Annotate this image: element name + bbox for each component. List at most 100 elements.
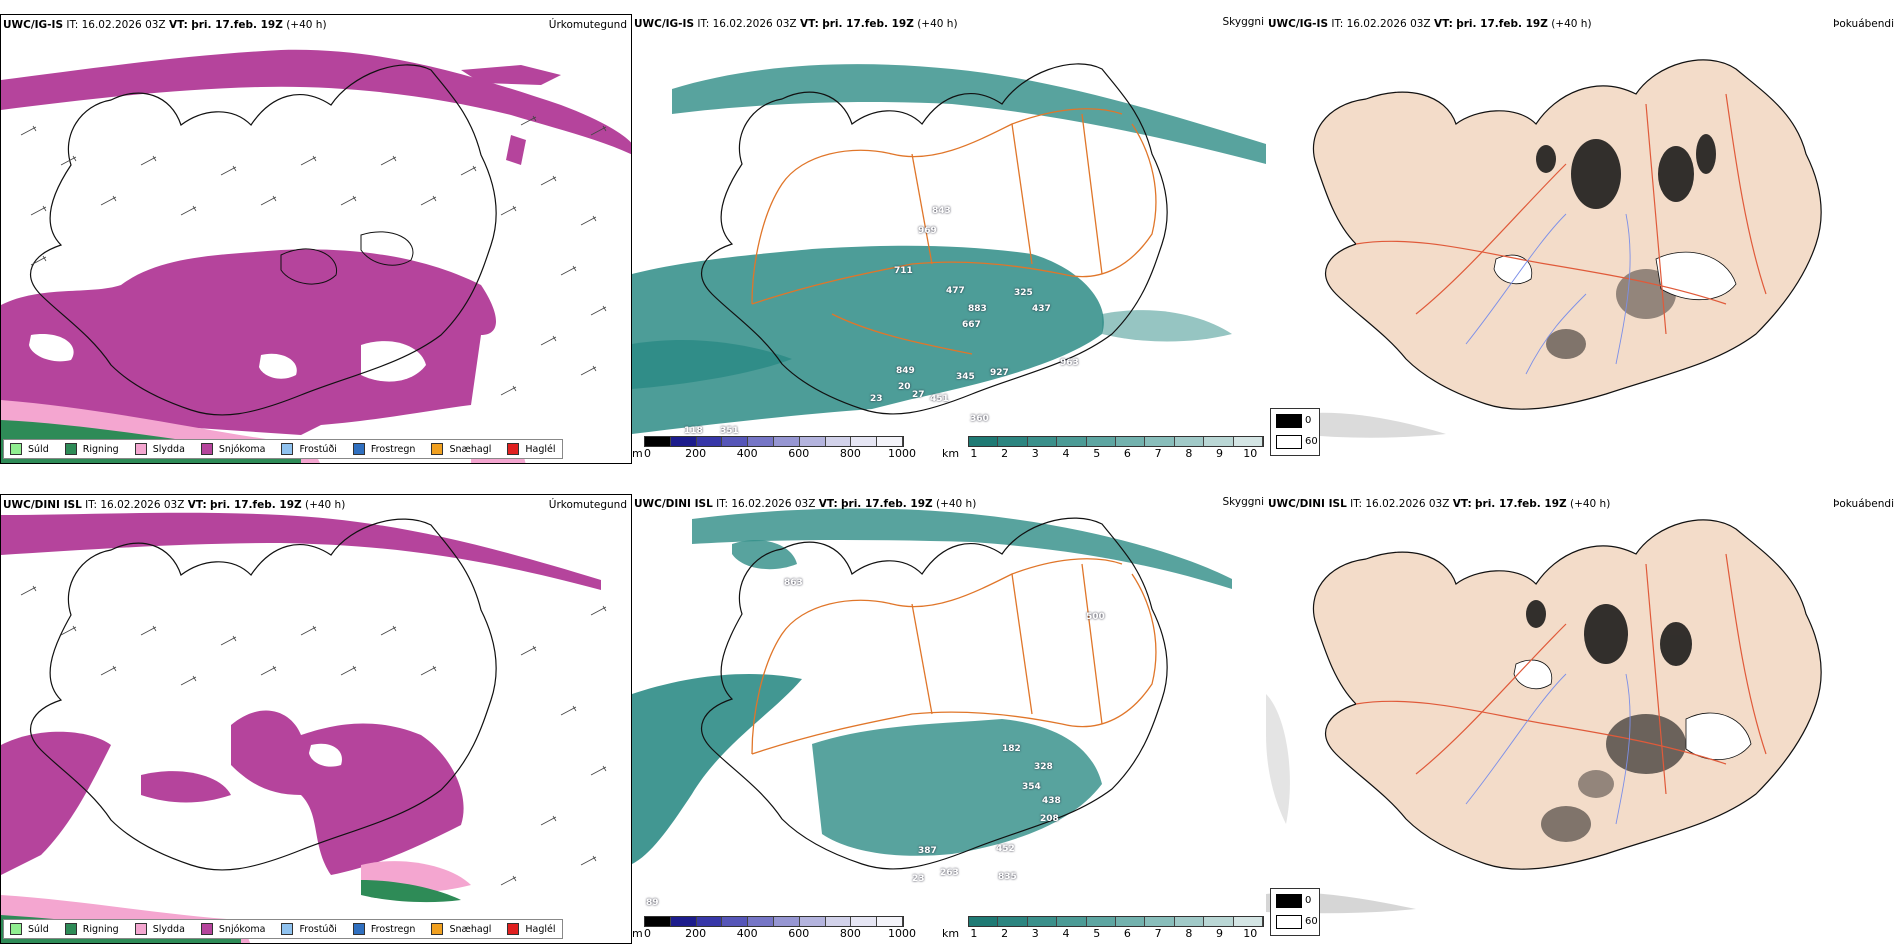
- legend-label: Súld: [28, 443, 49, 455]
- scale-tick-label: 2: [1001, 927, 1009, 940]
- scale-segment: [877, 437, 903, 446]
- cloudbase-scale: 0 200 400 600 800 1000 m: [632, 436, 932, 460]
- legend-swatch: [64, 923, 77, 935]
- scale-segment: [1027, 437, 1058, 446]
- visibility-scale: 1 2 3 4 5 6 7 8 9 10 km: [942, 436, 1266, 460]
- scale-tick-label: 8: [1185, 927, 1193, 940]
- snow-area-south: [1, 249, 496, 435]
- precip-legend: Súld Rigning Slydda Snjókoma Frostúði Frostre…: [3, 439, 563, 459]
- precip-legend-item: Frostregn: [352, 443, 416, 455]
- cloudbase-label: 23: [912, 874, 925, 884]
- legend-label: Súld: [28, 923, 49, 935]
- legend-label: Frostregn: [370, 443, 416, 455]
- visibility-map: [632, 508, 1232, 870]
- fog-roads: [1355, 553, 1767, 795]
- scale-segment: [969, 917, 999, 926]
- precip-legend-item: Snæhagl: [431, 923, 491, 935]
- scale-segment: [1086, 917, 1117, 926]
- scale-tick-label: 200: [685, 447, 707, 460]
- legend-swatch: [507, 443, 520, 455]
- scale-tick-label: 6: [1123, 927, 1131, 940]
- fog-legend-dark-swatch: [1276, 414, 1302, 428]
- legend-label: Snjókoma: [218, 443, 266, 455]
- scale-tick-label: 3: [1031, 927, 1039, 940]
- cloudbase-label: 20: [898, 382, 911, 392]
- fog-legend-light-swatch: [1276, 915, 1302, 929]
- scale-tick-label: 6: [1123, 447, 1131, 460]
- scale-tick-label: 200: [685, 927, 707, 940]
- scale-segment: [696, 917, 723, 926]
- cloudbase-label: 863: [784, 578, 803, 588]
- scale-segment: [1174, 437, 1205, 446]
- scale-tick-label: 5: [1093, 927, 1101, 940]
- scale-segment: [799, 437, 826, 446]
- scale-segment: [748, 917, 774, 926]
- fog-smear-w: [1266, 694, 1290, 824]
- scale-segment: [998, 917, 1028, 926]
- scale-tick-label: 7: [1154, 447, 1162, 460]
- scale-segment: [722, 437, 749, 446]
- legend-swatch: [507, 923, 520, 935]
- scale-segment: [773, 437, 800, 446]
- cloudbase-label: 351: [720, 426, 739, 436]
- cloudbase-label: 927: [990, 368, 1009, 378]
- scale-tick-label: 0: [644, 447, 651, 460]
- scale-tick-label: 10: [1243, 447, 1258, 460]
- scale-segment: [877, 917, 903, 926]
- fog-legend: 0 60: [1270, 408, 1320, 456]
- panel-title: UWC/IG-IS IT: 16.02.2026 03Z VT: þri. 17…: [3, 19, 327, 31]
- wind-barbs: [20, 115, 607, 396]
- cloudbase-label: 849: [896, 366, 915, 376]
- road-network: [751, 108, 1157, 355]
- visibility-map: [632, 63, 1266, 434]
- vis-band-south: [812, 719, 1102, 856]
- cloudbase-label: 667: [962, 320, 981, 330]
- rain-east: [361, 880, 461, 903]
- legend-label: Rigning: [82, 923, 119, 935]
- legend-label: Frostregn: [370, 923, 416, 935]
- precip-map: [1, 512, 607, 943]
- scale-tick-label: 7: [1154, 927, 1162, 940]
- snow-area-south: [141, 771, 231, 803]
- precip-legend-item: Frostúði: [281, 443, 337, 455]
- cloudbase-label: 325: [1014, 288, 1033, 298]
- cloudbase-label: 345: [956, 372, 975, 382]
- glacier-outline-2: [360, 231, 414, 266]
- legend-swatch: [431, 443, 444, 455]
- vis-band-north: [672, 64, 1266, 164]
- scale-segment: [969, 437, 999, 446]
- scale-segment: [851, 437, 878, 446]
- scale-segment: [670, 437, 697, 446]
- scale-segment: [1145, 917, 1175, 926]
- legend-label: Frostúði: [299, 923, 337, 935]
- scale-segment: [825, 437, 852, 446]
- road-network: [751, 558, 1157, 755]
- visibility-panel-label: Skyggni: [1222, 496, 1265, 508]
- scale-segment: [722, 917, 749, 926]
- white-hole-2: [259, 353, 297, 379]
- legend-label: Snæhagl: [449, 923, 492, 935]
- snow-area-central: [231, 710, 464, 875]
- legend-swatch: [10, 923, 22, 935]
- precip-legend-item: Frostúði: [281, 923, 337, 935]
- scale-segment: [1116, 917, 1146, 926]
- fog-panel-row2: UWC/DINI ISL IT: 16.02.2026 03Z VT: þri.…: [1266, 494, 1900, 944]
- snow-area-west: [1, 731, 111, 875]
- scale-segment: [1027, 917, 1058, 926]
- scale-tick-label: 600: [788, 927, 810, 940]
- scale-segment: [670, 917, 697, 926]
- scale-tick-label: 9: [1216, 927, 1224, 940]
- precip-legend-item: Slydda: [134, 923, 185, 935]
- cloudbase-label: 360: [970, 414, 989, 424]
- cloudbase-label: 452: [996, 844, 1015, 854]
- scale-tick-label: 1: [970, 927, 978, 940]
- fog-legend: 0 60: [1270, 888, 1320, 936]
- scale-segment: [1204, 917, 1234, 926]
- panel-title: UWC/IG-IS IT: 16.02.2026 03Z VT: þri. 17…: [634, 18, 958, 30]
- legend-swatch: [281, 443, 294, 455]
- iceland-coastline: [30, 64, 497, 416]
- fog-legend-dark-swatch: [1276, 894, 1302, 908]
- precip-legend-item: Snjókoma: [200, 923, 265, 935]
- iceland-land: [1312, 59, 1822, 410]
- vis-band-sw: [632, 674, 802, 864]
